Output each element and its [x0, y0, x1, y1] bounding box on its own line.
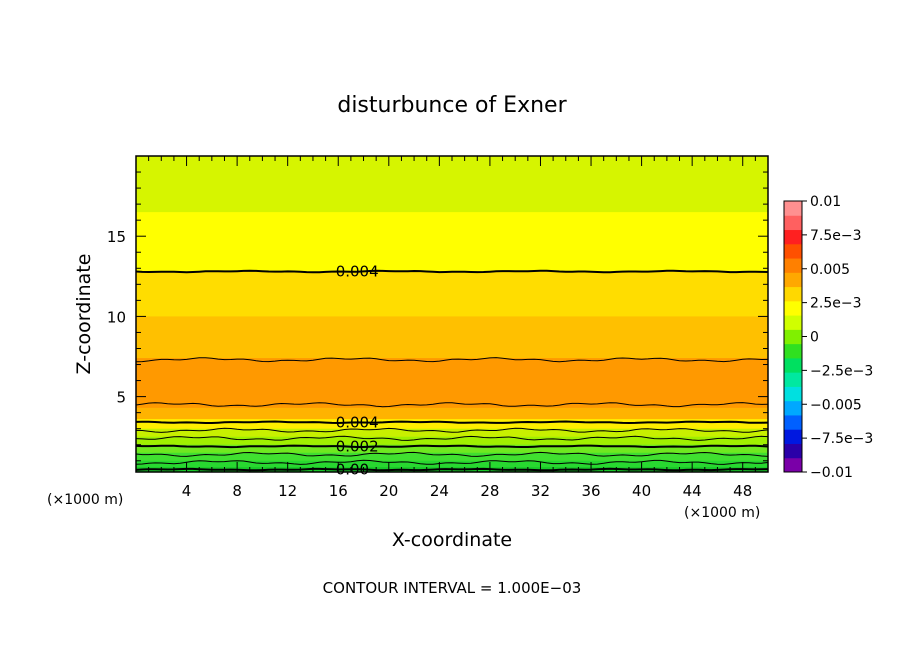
colorbar-swatch — [784, 329, 802, 345]
colorbar-swatch — [784, 300, 802, 316]
colorbar-swatch — [784, 215, 802, 231]
colorbar-swatch — [784, 272, 802, 288]
colorbar-label: −2.5e−3 — [810, 363, 873, 379]
colorbar-swatch — [784, 400, 802, 416]
contour-line — [135, 357, 769, 363]
contour-line — [135, 459, 769, 465]
contour-line — [135, 427, 769, 433]
x-tick-label: 24 — [430, 482, 449, 500]
contour-line — [135, 420, 769, 425]
colorbar: 0.01 7.5e−3 0.005 2.5e−3 0 −2.5e−3 −0.005 −7.5e… — [783, 194, 873, 481]
x-tick-label: 40 — [632, 482, 651, 500]
colorbar-swatch — [784, 343, 802, 359]
contour-label: 0.002 — [336, 437, 379, 455]
colorbar-swatch — [784, 315, 802, 330]
contour-label: 0.004 — [336, 413, 379, 431]
x-tick-label: 20 — [379, 482, 398, 500]
contour-interval-footer: CONTOUR INTERVAL = 1.000E−03 — [323, 579, 582, 597]
colorbar-swatch — [784, 386, 802, 402]
colorbar-label: −7.5e−3 — [810, 431, 873, 447]
colorbar-label: −0.01 — [810, 465, 853, 481]
x-axis: 4 8 12 16 20 24 28 32 36 40 44 48 — [148, 156, 756, 500]
y-tick-label: 15 — [107, 228, 126, 246]
colorbar-swatch — [784, 229, 802, 245]
x-unit-right: (×1000 m) — [684, 505, 760, 521]
x-unit-left: (×1000 m) — [47, 492, 123, 508]
colorbar-swatch — [784, 457, 802, 473]
colorbar-swatch — [784, 357, 802, 373]
contour-line — [135, 269, 769, 274]
y-axis-label: Z-coordinate — [73, 254, 95, 375]
colorbar-label: 7.5e−3 — [810, 228, 862, 244]
x-tick-label: 4 — [182, 482, 192, 500]
colorbar-swatch — [784, 443, 802, 459]
contour-line — [135, 444, 769, 449]
contour-line — [135, 402, 769, 408]
y-tick-label: 10 — [107, 308, 126, 326]
colorbar-label: 2.5e−3 — [810, 296, 862, 312]
x-tick-label: 28 — [480, 482, 499, 500]
colorbar-swatch — [784, 243, 802, 259]
colorbar-label: −0.005 — [810, 397, 862, 413]
x-tick-label: 36 — [581, 482, 600, 500]
colorbar-swatch — [784, 201, 802, 216]
colorbar-swatch — [784, 414, 802, 430]
x-axis-label: X-coordinate — [392, 529, 512, 551]
colorbar-swatch — [784, 372, 802, 387]
contour-line — [135, 451, 769, 457]
colorbar-label: 0.01 — [810, 194, 841, 210]
x-tick-label: 48 — [733, 482, 752, 500]
y-tick-label: 5 — [116, 389, 126, 407]
chart-title: disturbunce of Exner — [337, 93, 567, 118]
plot-area: 0.004 0.004 0.002 0.00 — [135, 155, 769, 479]
colorbar-label: 0 — [810, 330, 819, 346]
x-tick-label: 32 — [531, 482, 550, 500]
x-tick-label: 8 — [232, 482, 242, 500]
contour-label: 0.00 — [336, 461, 369, 479]
x-tick-label: 12 — [278, 482, 297, 500]
colorbar-swatch — [784, 429, 802, 444]
x-tick-label: 16 — [329, 482, 348, 500]
colorbar-swatch — [784, 286, 802, 302]
colorbar-swatch — [784, 258, 802, 273]
contour-band — [136, 460, 768, 472]
colorbar-label: 0.005 — [810, 262, 850, 278]
contour-line — [135, 435, 769, 441]
x-tick-label: 44 — [683, 482, 702, 500]
y-axis: 5 10 15 — [107, 171, 768, 462]
contour-label: 0.004 — [336, 262, 379, 280]
